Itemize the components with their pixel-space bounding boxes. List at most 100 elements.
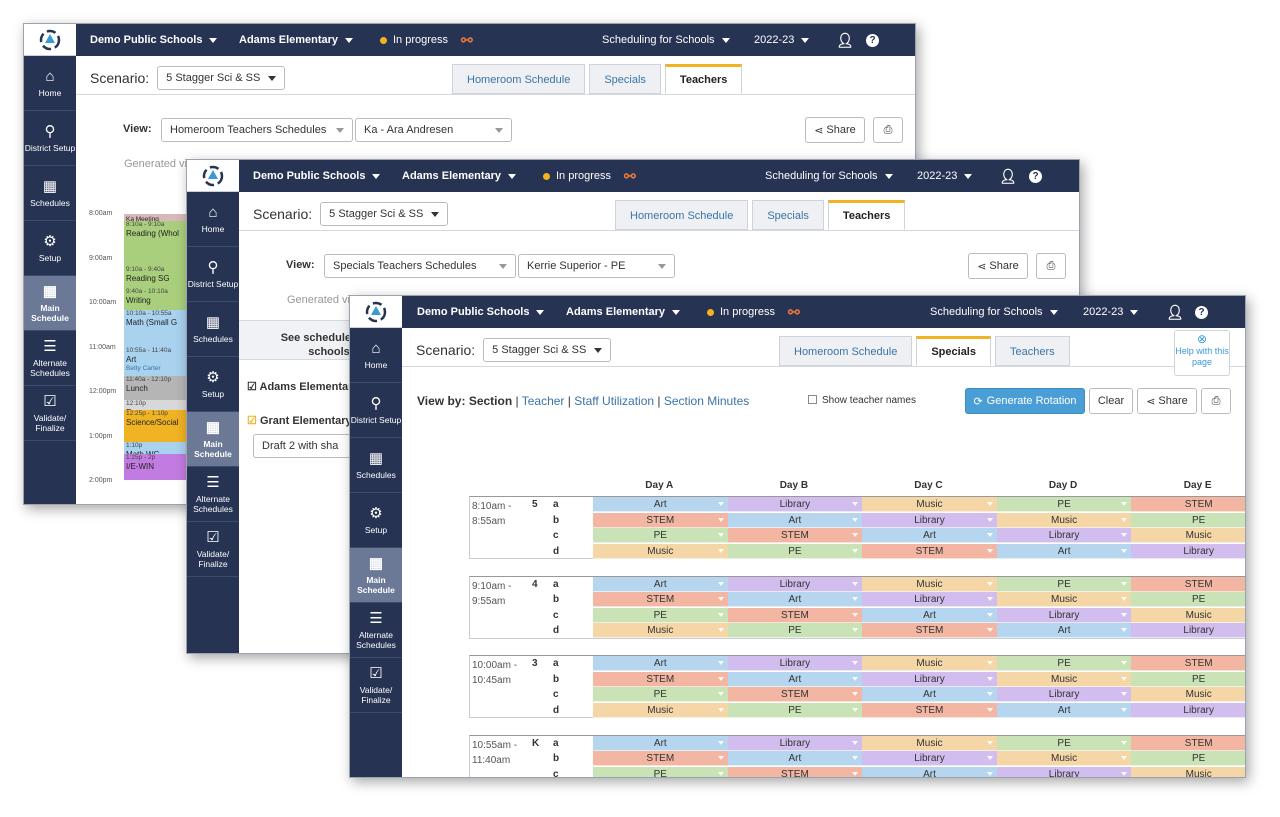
clear-button[interactable]: Clear — [1089, 388, 1133, 414]
share-button[interactable]: ⋖ Share — [968, 253, 1028, 279]
special-cell[interactable]: Library — [1131, 543, 1245, 559]
share-button[interactable]: ⋖ Share — [805, 117, 865, 143]
special-cell[interactable]: PE — [593, 607, 728, 623]
special-cell[interactable]: STEM — [727, 766, 863, 777]
tab-homeroom-schedule[interactable]: Homeroom Schedule — [452, 64, 586, 94]
year-dropdown[interactable]: 2022-23 — [1083, 296, 1139, 328]
sidebar-item-main-schedule[interactable]: ▦ Main Schedule — [24, 276, 76, 331]
special-cell[interactable]: Art — [996, 702, 1132, 718]
special-cell[interactable]: Library — [862, 512, 997, 528]
tab-homeroom-schedule[interactable]: Homeroom Schedule — [615, 200, 749, 230]
view-section-minutes-link[interactable]: Section Minutes — [663, 394, 750, 408]
special-cell[interactable]: Art — [862, 766, 997, 777]
sidebar-item-district-setup[interactable]: ⚲ District Setup — [187, 247, 239, 302]
view-select[interactable]: Specials Teachers Schedules — [324, 254, 516, 278]
tab-specials[interactable]: Specials — [752, 200, 824, 230]
special-cell[interactable]: STEM — [593, 671, 728, 687]
school-dropdown[interactable]: Adams Elementary — [566, 296, 681, 328]
sidebar-item-alternate-schedules[interactable]: ☰ Alternate Schedules — [350, 603, 402, 658]
app-logo[interactable] — [24, 24, 76, 56]
special-cell[interactable]: Library — [862, 592, 997, 607]
sidebar-item-home[interactable]: ⌂ Home — [350, 328, 402, 383]
calendar-event[interactable]: Ka Meeting — [124, 214, 189, 221]
checkbox[interactable] — [808, 395, 817, 404]
special-cell[interactable]: Music — [1131, 607, 1245, 623]
print-button[interactable]: ⎙ — [1036, 253, 1066, 279]
link-icon[interactable]: ⚯ — [624, 168, 636, 184]
special-cell[interactable]: Library — [996, 687, 1132, 702]
special-cell[interactable]: Music — [862, 497, 997, 512]
school-dropdown[interactable]: Adams Elementary — [402, 160, 517, 192]
print-button[interactable]: ⎙ — [1201, 388, 1231, 414]
special-cell[interactable]: PE — [1131, 751, 1245, 766]
view-teacher-link[interactable]: Teacher — [521, 394, 565, 408]
special-cell[interactable]: Art — [862, 607, 997, 623]
special-cell[interactable]: STEM — [1131, 576, 1245, 592]
tab-specials[interactable]: Specials — [589, 64, 661, 94]
special-cell[interactable]: Music — [1131, 766, 1245, 777]
special-cell[interactable]: Library — [996, 607, 1132, 623]
tab-specials[interactable]: Specials — [916, 336, 991, 366]
special-cell[interactable]: PE — [727, 543, 863, 559]
special-cell[interactable]: PE — [996, 576, 1132, 592]
sidebar-item-validate-finalize[interactable]: ☑ Validate/ Finalize — [187, 522, 239, 577]
special-cell[interactable]: PE — [1131, 671, 1245, 687]
special-cell[interactable]: PE — [996, 735, 1132, 751]
product-dropdown[interactable]: Scheduling for Schools — [602, 24, 730, 56]
special-cell[interactable]: Library — [727, 656, 863, 671]
special-cell[interactable]: Library — [727, 576, 863, 592]
help-icon[interactable]: ? — [1029, 160, 1042, 192]
special-cell[interactable]: STEM — [727, 528, 863, 543]
special-cell[interactable]: Music — [1131, 687, 1245, 702]
special-cell[interactable]: PE — [593, 766, 728, 777]
print-button[interactable]: ⎙ — [873, 117, 903, 143]
special-cell[interactable]: PE — [1131, 592, 1245, 607]
special-cell[interactable]: Library — [1131, 623, 1245, 638]
tab-teachers[interactable]: Teachers — [664, 64, 743, 94]
tab-homeroom-schedule[interactable]: Homeroom Schedule — [779, 336, 913, 366]
special-cell[interactable]: STEM — [593, 512, 728, 528]
special-cell[interactable]: PE — [996, 656, 1132, 671]
school-check-grant[interactable]: ☑ Grant Elementary — [247, 415, 352, 427]
special-cell[interactable]: Music — [996, 751, 1132, 766]
school-dropdown[interactable]: Adams Elementary — [239, 24, 354, 56]
special-cell[interactable]: STEM — [727, 607, 863, 623]
sidebar-item-alternate-schedules[interactable]: ☰ Alternate Schedules — [187, 467, 239, 522]
special-cell[interactable]: Art — [593, 576, 728, 592]
special-cell[interactable]: STEM — [593, 592, 728, 607]
sidebar-item-schedules[interactable]: ▦ Schedules — [187, 302, 239, 357]
calendar-event[interactable]: 1:25p - 2p I/E-WIN — [124, 454, 189, 480]
special-cell[interactable]: Music — [593, 702, 728, 718]
special-cell[interactable]: Music — [862, 735, 997, 751]
sidebar-item-setup[interactable]: ⚙ Setup — [187, 357, 239, 412]
district-dropdown[interactable]: Demo Public Schools — [253, 160, 381, 192]
special-cell[interactable]: Music — [996, 512, 1132, 528]
calendar-event[interactable]: 10:55a - 11:40a Art Betty Carter — [124, 347, 189, 376]
special-cell[interactable]: Music — [996, 592, 1132, 607]
app-logo[interactable] — [350, 296, 402, 328]
view-section-link[interactable]: Section — [468, 394, 513, 408]
special-cell[interactable]: Music — [593, 623, 728, 638]
district-dropdown[interactable]: Demo Public Schools — [417, 296, 545, 328]
generate-rotation-button[interactable]: ⟳ Generate Rotation — [965, 388, 1085, 414]
special-cell[interactable]: Library — [1131, 702, 1245, 718]
special-cell[interactable]: STEM — [862, 702, 997, 718]
show-teacher-names[interactable]: Show teacher names — [808, 395, 916, 406]
calendar-event[interactable]: 12:10pRecess — [124, 400, 189, 410]
sidebar-item-home[interactable]: ⌂ Home — [187, 192, 239, 247]
user-icon[interactable]: 👤︎ — [1166, 304, 1184, 320]
special-cell[interactable]: STEM — [1131, 656, 1245, 671]
special-cell[interactable]: Art — [727, 592, 863, 607]
sidebar-item-validate-finalize[interactable]: ☑ Validate/ Finalize — [24, 386, 76, 441]
calendar-event[interactable]: 1:10pMath WC — [124, 442, 189, 454]
year-dropdown[interactable]: 2022-23 — [917, 160, 973, 192]
special-cell[interactable]: PE — [727, 702, 863, 718]
help-page-button[interactable]: ⊗ Help with this page — [1174, 330, 1230, 376]
tab-teachers[interactable]: Teachers — [827, 200, 906, 230]
special-cell[interactable]: Music — [862, 576, 997, 592]
special-cell[interactable]: PE — [593, 528, 728, 543]
link-icon[interactable]: ⚯ — [788, 304, 800, 320]
special-cell[interactable]: Library — [862, 751, 997, 766]
special-cell[interactable]: Art — [593, 497, 728, 512]
special-cell[interactable]: STEM — [1131, 735, 1245, 751]
